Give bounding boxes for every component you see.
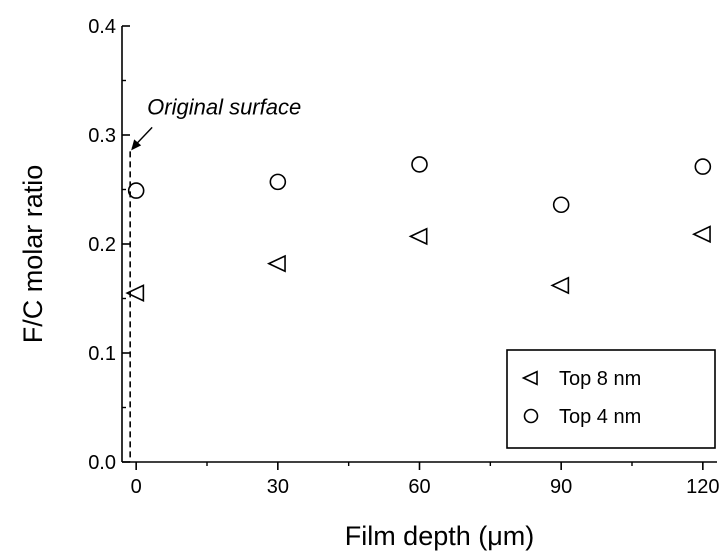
x-axis-title: Film depth (μm): [345, 521, 535, 551]
legend: Top 8 nm Top 4 nm: [506, 349, 716, 449]
original-surface-label: Original surface: [147, 94, 301, 119]
annotation-arrowhead: [131, 139, 142, 151]
legend-label: Top 4 nm: [559, 406, 641, 428]
x-tick-label: 30: [267, 476, 289, 498]
point-top-4nm: [552, 196, 570, 214]
ticks: 0.0 0.1 0.2 0.3 0.4 0 30 60 90 120: [88, 16, 719, 498]
annotation: Original surface: [129, 94, 301, 462]
x-tick-label: 120: [686, 476, 719, 498]
x-tick-label: 60: [408, 476, 430, 498]
y-tick-label: 0.3: [88, 125, 116, 147]
y-tick-label: 0.2: [88, 234, 116, 256]
point-top-4nm: [127, 182, 145, 199]
point-top-8nm: [550, 276, 570, 295]
x-tick-label: 0: [131, 476, 142, 498]
y-tick-label: 0.0: [88, 452, 116, 474]
y-axis-title: F/C molar ratio: [18, 165, 48, 344]
point-top-8nm: [408, 227, 428, 246]
point-top-4nm: [411, 156, 428, 173]
point-top-8nm: [691, 225, 711, 244]
point-top-4nm: [694, 158, 712, 175]
legend-marker-circle: [523, 408, 539, 424]
x-tick-label: 90: [550, 476, 572, 498]
legend-label: Top 8 nm: [559, 368, 641, 390]
point-top-8nm: [266, 254, 286, 273]
point-top-4nm: [269, 173, 287, 191]
y-tick-label: 0.1: [88, 343, 116, 365]
data-marks: [125, 156, 712, 302]
legend-box: [506, 349, 716, 449]
legend-marker-triangle: [521, 370, 538, 386]
point-top-8nm: [125, 284, 145, 302]
y-tick-label: 0.4: [88, 16, 116, 38]
